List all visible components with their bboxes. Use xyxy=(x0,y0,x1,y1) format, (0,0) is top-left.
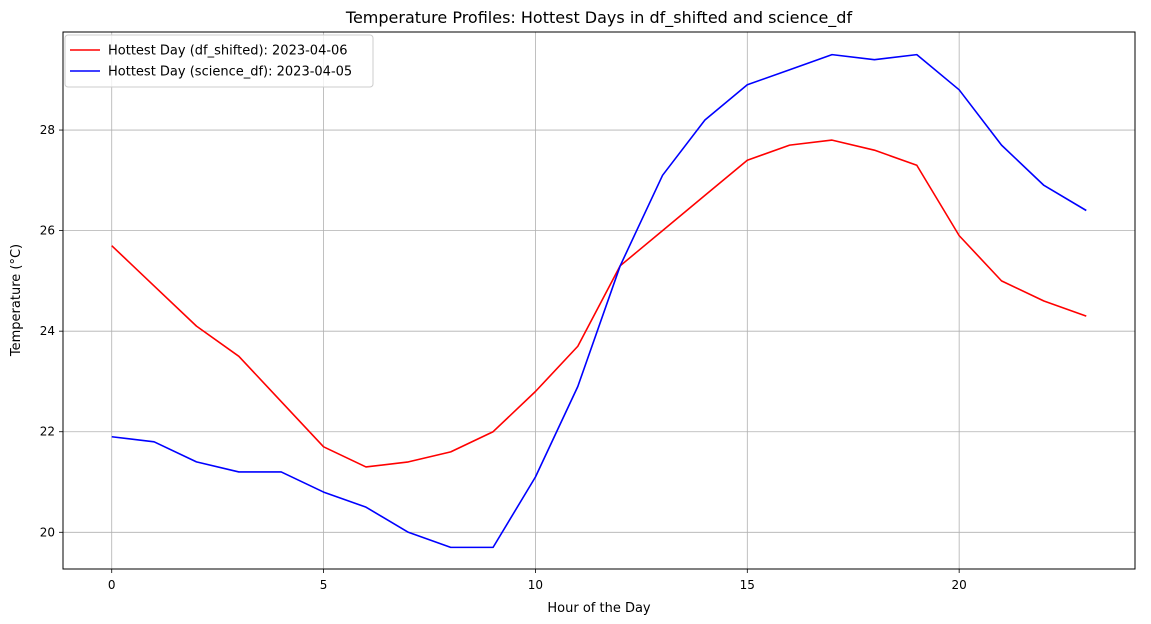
series-lines xyxy=(111,53,1087,549)
legend: Hottest Day (df_shifted): 2023-04-06 Hott… xyxy=(64,34,374,88)
y-axis-label: Temperature (°C) xyxy=(9,244,24,357)
x-axis-label: Hour of the Day xyxy=(547,601,651,616)
y-tick-label: 26 xyxy=(40,224,55,238)
y-tick-label: 28 xyxy=(40,123,55,137)
series-line-1 xyxy=(111,139,1087,468)
y-tick-label: 22 xyxy=(40,425,55,439)
x-tick-label: 15 xyxy=(740,578,755,592)
x-tick-label: 20 xyxy=(952,578,967,592)
x-tick-label: 0 xyxy=(108,578,116,592)
series-line-2 xyxy=(111,53,1087,549)
chart-title: Temperature Profiles: Hottest Days in df… xyxy=(345,8,853,28)
legend-label-1: Hottest Day (df_shifted): 2023-04-06 xyxy=(108,44,348,59)
legend-label-2: Hottest Day (science_df): 2023-04-05 xyxy=(108,65,352,80)
plot-frame xyxy=(62,31,1136,570)
x-tick-label: 10 xyxy=(528,578,543,592)
x-tick-label: 5 xyxy=(320,578,328,592)
y-tick-label: 24 xyxy=(40,324,55,338)
y-tick-label: 20 xyxy=(40,525,55,539)
axis-ticks: 0 5 10 15 20 20 22 24 26 28 xyxy=(40,123,967,592)
legend-box xyxy=(64,34,374,88)
